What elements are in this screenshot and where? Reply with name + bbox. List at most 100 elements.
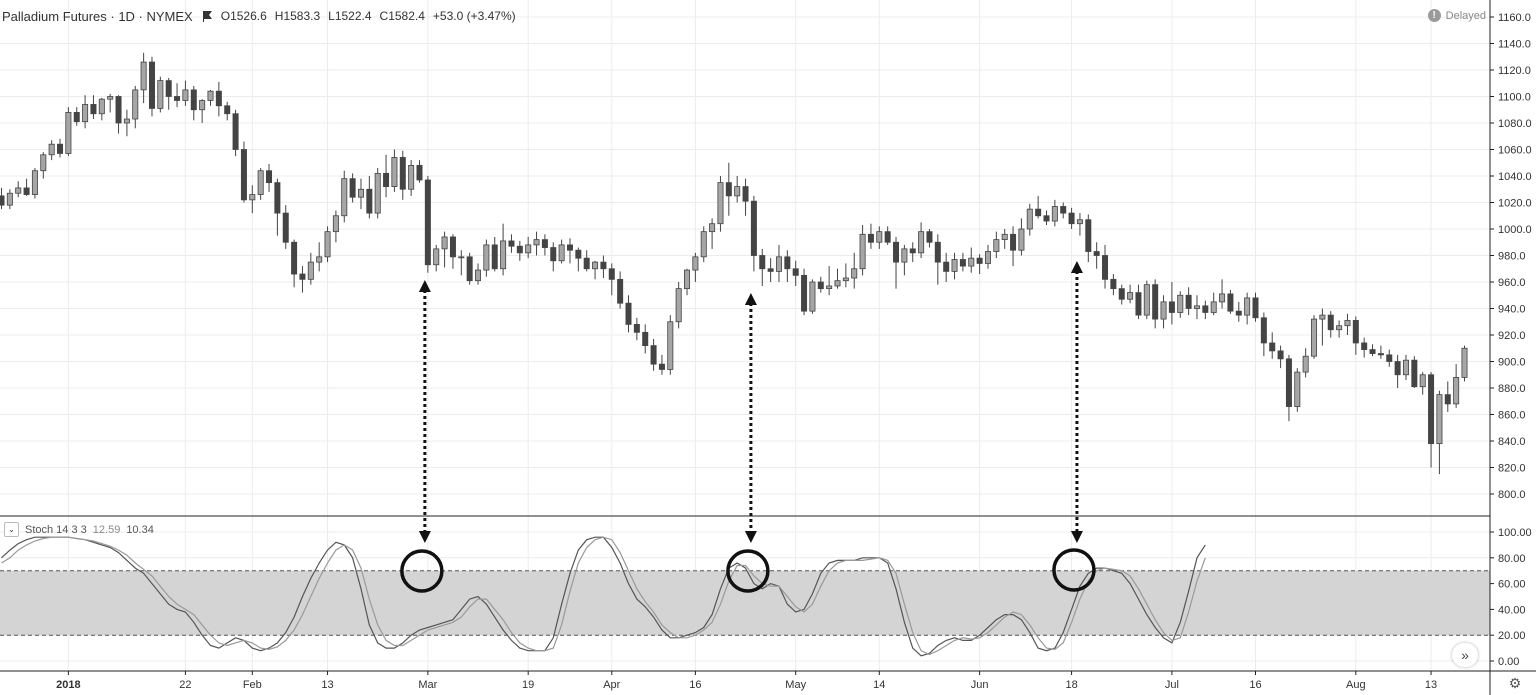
candle-up [709,223,716,233]
candle-up [826,285,833,290]
price-tick-label: 920.0 [1498,330,1526,342]
candle-down [232,113,239,150]
candle-up [1302,355,1309,373]
candle-down [1168,301,1175,313]
collapse-chevron-icon[interactable]: ⌄ [4,522,19,537]
candle-up [1453,376,1460,405]
time-tick-label: Mar [418,679,437,691]
candle-down [299,273,306,280]
candle-up [249,194,256,201]
candle-up [374,172,381,214]
candle-down [1185,294,1192,309]
candle-down [1361,342,1368,350]
candle-down [1202,305,1209,313]
candle-up [1210,301,1217,313]
candle-up [901,248,908,263]
candle-down [1394,361,1401,376]
candle-up [107,96,114,100]
header-bar: Palladium Futures · 1D · NYMEX O1526.6 H… [0,0,516,32]
candle-up [307,261,314,280]
price-tick-label: 1000.0 [1498,224,1532,236]
candle-down [1110,278,1117,290]
candle-down [541,239,548,248]
candle-down [642,331,649,347]
candle-down [282,212,289,243]
candle-down [1060,206,1067,214]
candle-down [934,241,941,263]
candle-down [266,170,273,184]
candle-down [1285,358,1292,407]
candle-up [6,192,13,206]
candle-up [324,231,331,258]
candle-up [1319,314,1326,320]
candle-up [525,244,532,254]
time-tick-label: 22 [179,679,191,691]
annotation-circle [726,549,770,593]
stoch-title[interactable]: Stoch 14 3 3 [25,523,87,536]
candle-down [1035,208,1042,217]
candle-down [1369,349,1376,354]
candle-up [257,170,264,195]
ohlc-change: +53.0 (+3.47%) [432,9,516,23]
gear-icon[interactable]: ⚙ [1508,674,1522,691]
time-tick-label: Apr [603,679,620,691]
candle-up [1160,301,1167,320]
candle-up [1419,374,1426,388]
candle-up [475,269,482,282]
candle-up [1219,293,1226,303]
candle-down [240,149,247,201]
candle-up [123,118,130,124]
candle-up [717,182,724,225]
candle-down [291,241,298,275]
candle-down [1352,320,1359,344]
candle-up [40,154,47,172]
candle-down [759,255,766,270]
candle-down [1152,284,1159,320]
annotation-arrowhead-up [1070,261,1083,273]
candle-down [1227,293,1234,312]
candle-down [73,112,80,123]
scroll-to-realtime-button[interactable]: » [1452,643,1478,667]
candle-down [274,182,281,214]
candle-up [1461,347,1468,378]
candle-down [867,233,874,243]
candle-up [82,104,89,123]
annotation-arrowhead-up [418,280,431,292]
candle-up [876,231,883,243]
price-tick-label: 1040.0 [1498,171,1532,183]
time-tick-label: Jun [971,679,989,691]
stoch-tick-label: 60.00 [1498,579,1526,591]
price-tick-label: 1160.0 [1498,12,1531,24]
candle-up [667,321,674,370]
candle-down [550,247,557,262]
candle-down [1043,215,1050,222]
candle-up [968,257,975,267]
symbol-title[interactable]: Palladium Futures · 1D · NYMEX [2,8,193,24]
candle-up [182,89,189,101]
candle-up [1336,325,1343,331]
price-tick-label: 860.0 [1498,410,1526,422]
candle-up [157,80,164,109]
candle-down [174,96,181,101]
candle-up [851,268,858,279]
annotation-arrowhead-down [744,531,757,543]
candle-up [15,187,22,194]
candle-down [224,105,231,115]
price-tick-label: 940.0 [1498,304,1526,316]
candle-down [1277,350,1284,360]
price-tick-label: 840.0 [1498,436,1526,448]
price-tick-label: 1100.0 [1498,92,1531,104]
candle-up [1051,206,1058,222]
stoch-tick-label: 100.00 [1498,527,1532,539]
candle-down [909,248,916,254]
candle-up [441,236,448,250]
candle-down [1102,255,1109,280]
candle-up [1436,394,1443,445]
candle-down [633,323,640,333]
candle-up [357,188,364,198]
delayed-badge[interactable]: ! Delayed [1427,9,1486,22]
candle-up [316,256,323,263]
candle-up [1402,359,1409,376]
flag-icon[interactable] [201,10,213,22]
